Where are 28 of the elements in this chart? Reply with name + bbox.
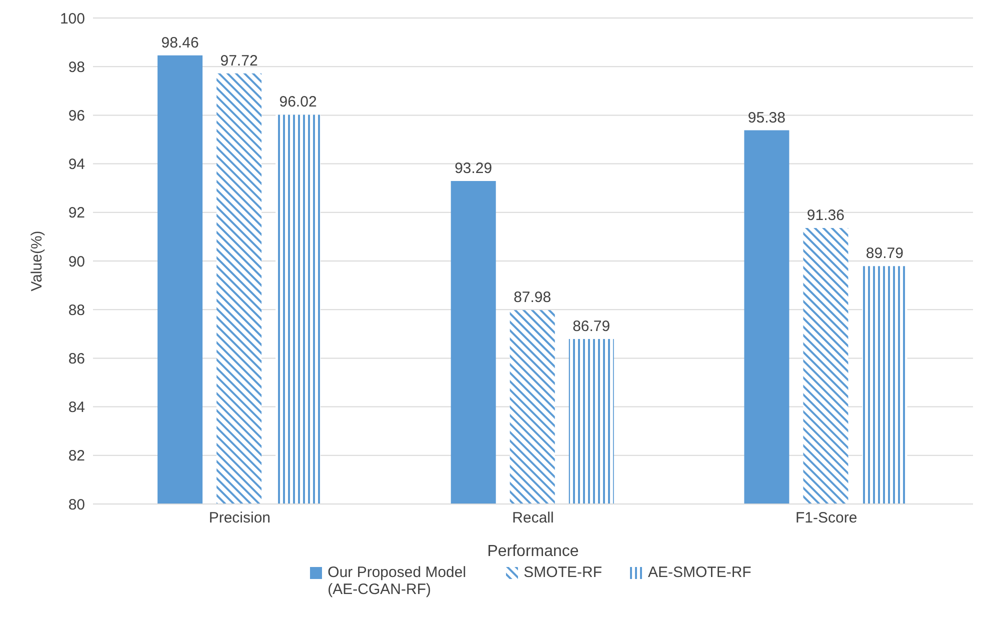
x-tick-label: F1-Score — [795, 510, 858, 527]
y-tick-label: 82 — [68, 448, 85, 465]
x-axis-title: Performance — [487, 543, 579, 560]
data-label: 98.46 — [161, 34, 199, 52]
data-label: 97.72 — [220, 52, 258, 70]
data-label: 95.38 — [748, 109, 786, 126]
data-label: 96.02 — [279, 94, 317, 111]
data-label: 87.98 — [514, 289, 552, 306]
data-label: 89.79 — [866, 245, 904, 262]
y-tick-label: 98 — [68, 58, 85, 76]
y-axis-title: Value(%) — [28, 230, 46, 292]
y-tick-label: 86 — [68, 350, 85, 368]
y-tick-label: 96 — [68, 108, 85, 125]
y-tick-label: 94 — [68, 156, 85, 174]
y-tick-label: 90 — [68, 253, 85, 270]
y-tick-label: 88 — [68, 302, 85, 319]
data-label: 91.36 — [806, 206, 844, 224]
y-tick-label: 100 — [60, 10, 85, 28]
data-label: 93.29 — [454, 160, 492, 178]
legend-label: SMOTE-RF — [524, 564, 602, 581]
data-label: 86.79 — [572, 318, 610, 336]
y-tick-label: 92 — [68, 204, 85, 222]
y-tick-label: 80 — [68, 496, 85, 514]
legend-label: AE-SMOTE-RF — [648, 564, 752, 581]
y-tick-label: 84 — [68, 399, 85, 416]
x-tick-label: Recall — [512, 510, 554, 527]
legend-label: Our Proposed Model (AE-CGAN-RF) — [328, 564, 468, 598]
x-tick-label: Precision — [208, 510, 271, 527]
